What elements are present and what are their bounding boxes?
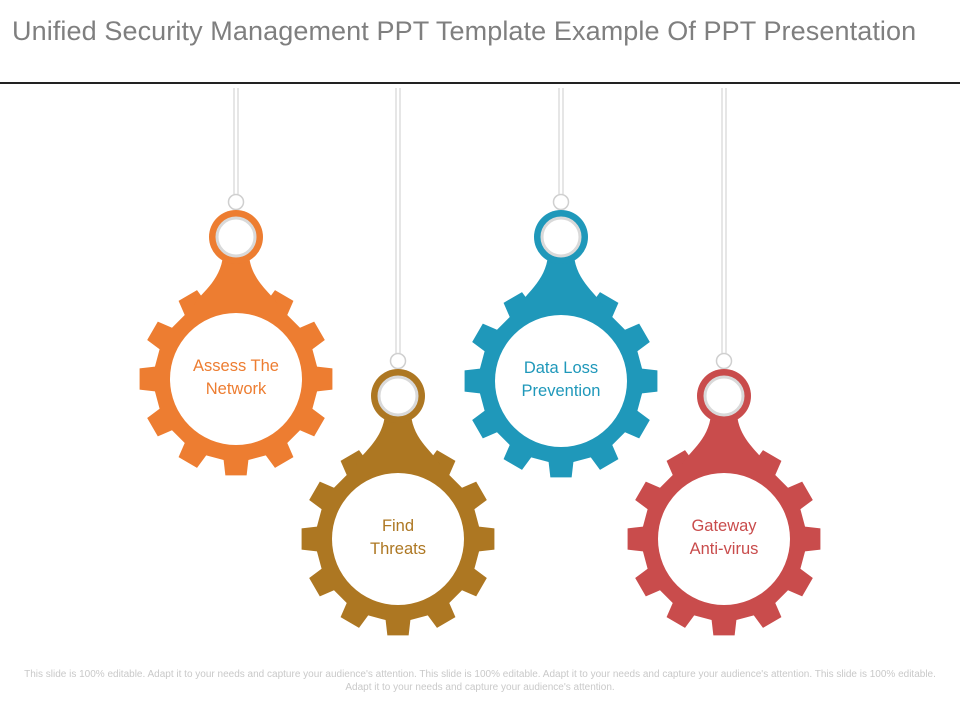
ring-icon xyxy=(540,216,582,258)
gear-label-line1: Find xyxy=(382,517,414,535)
footer-note: This slide is 100% editable. Adapt it to… xyxy=(24,669,936,693)
ring-icon xyxy=(377,375,419,417)
gear-label-line2: Prevention xyxy=(522,382,601,400)
ring-icon xyxy=(215,216,257,258)
ring-icon xyxy=(715,352,733,370)
title-divider xyxy=(0,82,960,84)
slide-title: Unified Security Management PPT Template… xyxy=(12,16,917,46)
gear-center xyxy=(495,315,627,447)
ring-icon xyxy=(389,352,407,370)
gear-label-line1: Data Loss xyxy=(524,359,598,377)
gear-assess-the-network: Assess The Network xyxy=(139,88,333,476)
gear-center xyxy=(658,473,790,605)
gear-label-line2: Anti-virus xyxy=(690,540,759,558)
ring-icon xyxy=(227,193,245,211)
gear-label-line2: Network xyxy=(206,380,267,398)
gear-neck xyxy=(356,414,440,465)
gear-find-threats: Find Threats xyxy=(301,88,495,636)
gear-neck xyxy=(682,414,766,465)
gear-data-loss-prevention: Data Loss Prevention xyxy=(464,88,658,478)
gear-label-line1: Assess The xyxy=(193,357,279,375)
gear-center xyxy=(332,473,464,605)
gear-neck xyxy=(519,255,603,307)
gear-gateway-anti-virus: Gateway Anti-virus xyxy=(627,88,821,636)
ring-icon xyxy=(552,193,570,211)
ring-icon xyxy=(703,375,745,417)
gear-label-line1: Gateway xyxy=(691,517,757,535)
gear-center xyxy=(170,313,302,445)
gear-neck xyxy=(194,255,278,305)
gear-label-line2: Threats xyxy=(370,540,426,558)
